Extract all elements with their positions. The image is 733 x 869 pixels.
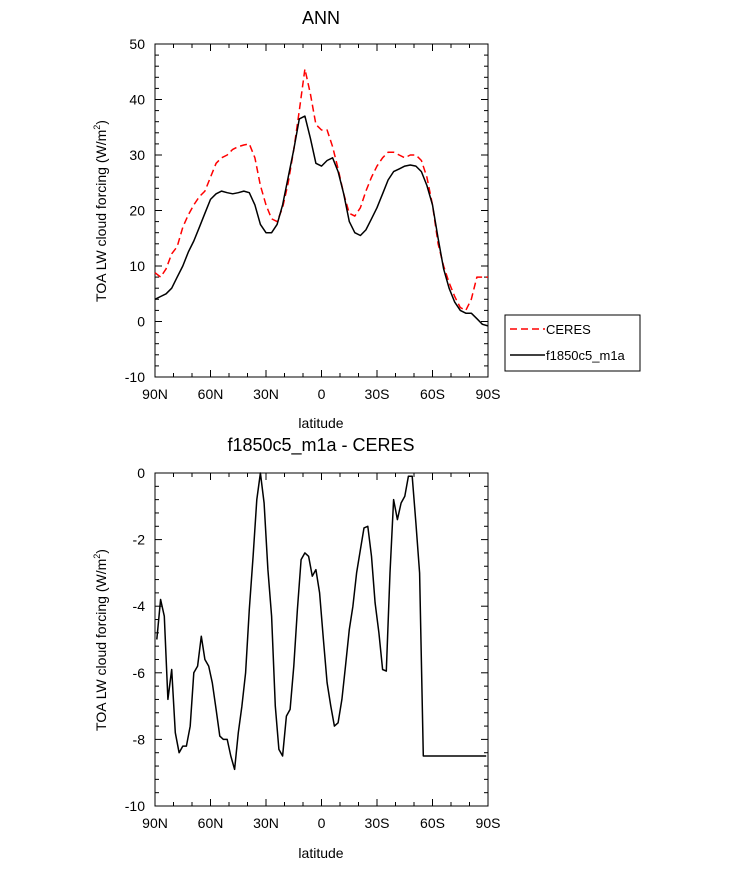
bottom-chart-title: f1850c5_m1a - CERES [227, 435, 414, 456]
top-chart-ylabel-tail: ) [93, 120, 109, 125]
bottom-chart-y-tick-label: -8 [133, 731, 146, 747]
bottom-chart-x-tick-label: 90N [142, 815, 168, 831]
legend-label-model: f1850c5_m1a [546, 348, 626, 363]
bottom-chart-y-tick-label: 0 [137, 465, 145, 481]
top-chart-frame [154, 43, 489, 378]
legend-box [504, 314, 641, 372]
top-chart-x-tick-label: 30N [253, 386, 279, 402]
bottom-chart-series [156, 472, 487, 771]
bottom-chart-x-tick-label: 90S [476, 815, 501, 831]
legend: CERES f1850c5_m1a [504, 314, 641, 372]
bottom-chart-ylabel: TOA LW cloud forcing (W/m2) [92, 549, 109, 731]
top-chart: ANN 90N 60N 30N 0 30S 60S 90S -10 0 10 20 30 40 50 l… [92, 8, 500, 431]
top-chart-xlabel: latitude [298, 415, 343, 431]
top-chart-ticks [154, 43, 489, 378]
top-chart-ylabel-main: TOA LW cloud forcing (W/m [93, 130, 109, 302]
bottom-chart-xlabel: latitude [298, 845, 343, 861]
top-chart-ylabel-sup: 2 [92, 125, 102, 130]
bottom-chart-ylabel-main: TOA LW cloud forcing (W/m [93, 559, 109, 731]
bottom-chart-ylabel-tail: ) [93, 549, 109, 554]
top-chart-x-tick-labels: 90N 60N 30N 0 30S 60S 90S [142, 386, 500, 402]
top-chart-series-line-ceres [154, 68, 488, 312]
top-chart-x-tick-label: 90N [142, 386, 168, 402]
top-chart-y-tick-label: 40 [129, 92, 145, 108]
top-chart-series [154, 68, 489, 327]
top-chart-ylabel: TOA LW cloud forcing (W/m2) [92, 120, 109, 302]
top-chart-x-tick-label: 90S [476, 386, 501, 402]
top-chart-y-tick-label: 0 [137, 314, 145, 330]
top-chart-x-tick-label: 60S [420, 386, 445, 402]
bottom-chart-x-tick-label: 0 [318, 815, 326, 831]
bottom-chart-y-tick-label: -2 [133, 532, 146, 548]
top-chart-title: ANN [302, 8, 340, 28]
bottom-chart-y-tick-label: -4 [133, 598, 146, 614]
top-chart-y-tick-label: 10 [129, 258, 145, 274]
bottom-chart-x-tick-labels: 90N 60N 30N 0 30S 60S 90S [142, 815, 500, 831]
bottom-chart-frame [154, 472, 489, 807]
bottom-chart-series-line-0 [156, 472, 487, 771]
bottom-chart-y-tick-labels: -10 -8 -6 -4 -2 0 [125, 465, 145, 814]
top-chart-series-line-f1850c5-m1a [154, 115, 489, 327]
top-chart-y-tick-label: -10 [125, 369, 145, 385]
bottom-chart-x-tick-label: 60N [198, 815, 224, 831]
top-chart-x-tick-label: 0 [318, 386, 326, 402]
top-chart-y-tick-label: 30 [129, 147, 145, 163]
bottom-chart-ylabel-sup: 2 [92, 554, 102, 559]
bottom-chart: f1850c5_m1a - CERES 90N 60N 30N 0 30S 60S 90S … [92, 435, 500, 861]
bottom-chart-x-tick-label: 60S [420, 815, 445, 831]
top-chart-y-tick-label: 50 [129, 36, 145, 52]
top-chart-y-tick-label: 20 [129, 203, 145, 219]
bottom-chart-y-tick-label: -6 [133, 665, 146, 681]
top-chart-y-tick-labels: -10 0 10 20 30 40 50 [125, 36, 145, 385]
legend-label-ceres: CERES [546, 322, 591, 337]
top-chart-x-tick-label: 60N [198, 386, 224, 402]
top-chart-x-tick-label: 30S [365, 386, 390, 402]
bottom-chart-y-tick-label: -10 [125, 798, 145, 814]
bottom-chart-x-tick-label: 30N [253, 815, 279, 831]
bottom-chart-x-tick-label: 30S [365, 815, 390, 831]
